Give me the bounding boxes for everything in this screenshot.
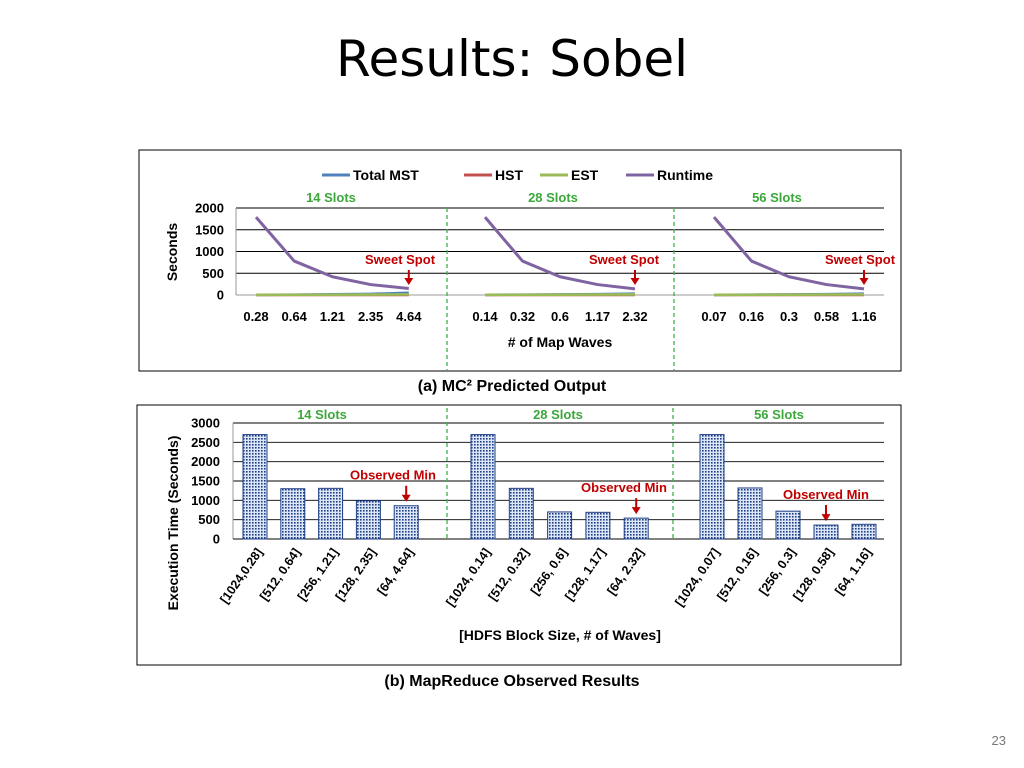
chart-a-xtick-label: 4.64 — [396, 309, 422, 324]
chart-a-sweet-spot-label: Sweet Spot — [365, 252, 436, 267]
chart-b-bar — [242, 434, 268, 540]
chart-a-xtick-label: 0.3 — [780, 309, 798, 324]
chart-b-observed-min-arrow-head — [821, 514, 831, 522]
slide-title: Results: Sobel — [335, 30, 688, 88]
chart-a-ytick-label: 0 — [217, 288, 224, 303]
chart-a-sweet-spot-label: Sweet Spot — [589, 252, 660, 267]
chart-b-ytick-label: 2000 — [191, 454, 220, 469]
chart-a-legend-label: Total MST — [353, 167, 419, 183]
chart-b-xtick-label: [1024, 0.14] — [443, 546, 493, 609]
chart-b-xtick-label: [64, 4.64] — [374, 546, 416, 598]
chart-b-bar — [318, 487, 344, 540]
chart-a-sweet-spot-arrow-head — [630, 278, 640, 285]
chart-a-slot-label: 56 Slots — [752, 190, 802, 205]
chart-a-legend-label: HST — [495, 167, 523, 183]
chart-b-xtick-label: [64, 1.16] — [832, 546, 874, 598]
chart-a-slot-label: 14 Slots — [306, 190, 356, 205]
chart-a-xtick-label: 1.21 — [320, 309, 345, 324]
chart-b-bar — [547, 511, 573, 540]
chart-a-xtick-label: 0.28 — [243, 309, 268, 324]
chart-a-xtick-label: 0.32 — [510, 309, 535, 324]
chart-b-observed-min-label: Observed Min — [350, 468, 436, 483]
chart-b-bar — [585, 511, 611, 540]
caption-a: (a) MC² Predicted Output — [417, 378, 607, 395]
chart-a-predicted-output: 0 500 1000 1500 2000 Seconds # of Map Waves Tot… — [164, 167, 896, 370]
chart-b-bar — [355, 500, 381, 540]
chart-a-slot-label: 28 Slots — [528, 190, 578, 205]
chart-b-bar — [393, 505, 419, 540]
chart-b-bar — [508, 487, 534, 540]
caption-b: (b) MapReduce Observed Results — [384, 673, 640, 690]
chart-b-observed-min-label: Observed Min — [581, 480, 667, 495]
chart-a-ytick-label: 1500 — [195, 222, 224, 237]
chart-a-xtick-label: 1.16 — [851, 309, 876, 324]
chart-a-xtick-label: 0.14 — [472, 309, 498, 324]
chart-b-ytick-label: 0 — [213, 532, 220, 547]
chart-b-xtick-label: [256, 0.3] — [756, 546, 798, 598]
chart-b-bar — [775, 510, 801, 540]
chart-b-ytick-label: 1500 — [191, 474, 220, 489]
chart-a-xtick-label: 0.64 — [282, 309, 308, 324]
chart-b-bar — [813, 524, 839, 540]
chart-a-xtick-label: 2.35 — [358, 309, 383, 324]
chart-b-xlabel: [HDFS Block Size, # of Waves] — [459, 627, 661, 643]
chart-b-xtick-label: [256, 0.6] — [528, 546, 570, 598]
chart-b-ytick-label: 500 — [198, 512, 220, 527]
chart-b-xtick-label: [1024, 0.07] — [672, 546, 722, 609]
chart-a-sweet-spot-arrow-head — [404, 278, 414, 285]
chart-a-series-runtime — [712, 216, 865, 291]
chart-b-frame — [136, 404, 902, 666]
chart-a-xtick-label: 0.07 — [701, 309, 726, 324]
chart-a-xlabel: # of Map Waves — [508, 334, 613, 350]
page-number: 23 — [991, 733, 1006, 748]
chart-b-observed-min-arrow-head — [401, 494, 411, 502]
chart-a-legend-label: EST — [571, 167, 599, 183]
chart-b-bar — [470, 434, 496, 540]
chart-b-bar — [737, 487, 763, 540]
chart-b-ytick-label: 1000 — [191, 493, 220, 508]
chart-a-ylabel: Seconds — [164, 223, 180, 282]
chart-b-xtick-label: [64, 2.32] — [604, 546, 646, 598]
chart-b-observed-results: 0 500 1000 1500 2000 2500 3000 Execution Time (… — [165, 407, 884, 643]
chart-a-sweet-spot-label: Sweet Spot — [825, 252, 896, 267]
chart-b-slot-label: 28 Slots — [533, 407, 583, 422]
chart-a-series-runtime — [483, 216, 636, 291]
chart-b-slot-label: 56 Slots — [754, 407, 804, 422]
chart-a-frame — [138, 149, 902, 372]
chart-a-sweet-spot-arrow-head — [859, 278, 869, 285]
chart-a-xtick-label: 2.32 — [622, 309, 647, 324]
chart-b-slot-label: 14 Slots — [297, 407, 347, 422]
chart-a-ytick-label: 1000 — [195, 244, 224, 259]
chart-a-xtick-label: 0.6 — [551, 309, 569, 324]
chart-b-ylabel: Execution Time (Seconds) — [165, 436, 181, 611]
chart-a-xtick-label: 0.58 — [814, 309, 839, 324]
chart-a-xtick-label: 0.16 — [739, 309, 764, 324]
chart-b-ytick-label: 3000 — [191, 416, 220, 431]
chart-a-legend-label: Runtime — [657, 167, 713, 183]
chart-b-bar — [699, 434, 725, 540]
chart-b-bar — [851, 523, 877, 540]
chart-a-series-runtime — [254, 216, 409, 290]
chart-b-bar — [623, 517, 649, 540]
chart-a-ytick-label: 2000 — [195, 201, 224, 216]
chart-b-observed-min-label: Observed Min — [783, 487, 869, 502]
chart-b-ytick-label: 2500 — [191, 435, 220, 450]
chart-b-observed-min-arrow-head — [631, 507, 641, 515]
chart-a-xtick-label: 1.17 — [585, 309, 610, 324]
chart-a-ytick-label: 500 — [202, 266, 224, 281]
chart-b-bar — [280, 488, 306, 540]
